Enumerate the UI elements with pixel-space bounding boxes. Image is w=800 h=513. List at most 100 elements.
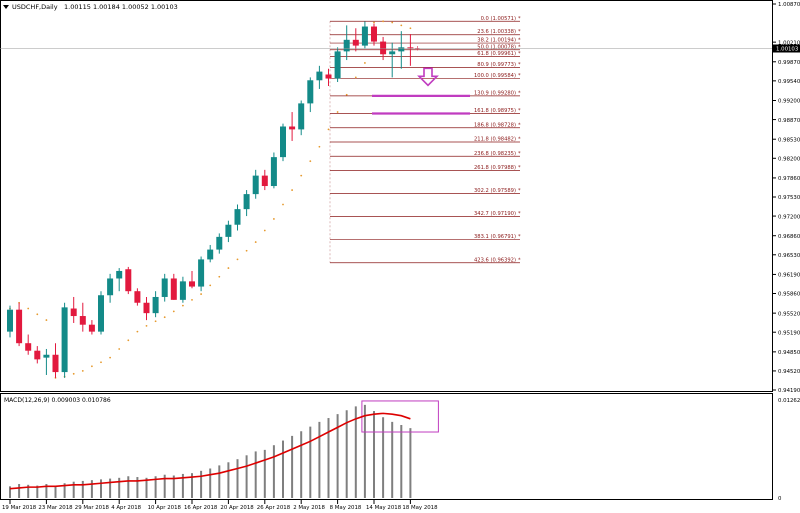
price-axis[interactable]: 1.00870 1.00210 0.99870 0.99540 0.99200 0.988… [0,2,800,394]
psar-dot [27,307,30,310]
price-tick-label: 0.98870 [778,118,800,124]
fibo-level-label: 50.0 (1.00078) [477,44,516,50]
psar-dot [81,370,84,372]
price-tick-label: 0.96190 [778,273,800,279]
fibo-level-marker: * [518,38,521,44]
psar-dot [345,93,348,96]
candle-body [43,354,50,358]
candle-body [352,39,359,46]
psar-dot [327,128,330,131]
fibo-level-marker: * [518,257,521,263]
psar-dot [109,356,111,359]
price-tick-label: 0.99200 [778,99,800,105]
date-tick-label: 16 Apr 2018 [184,505,218,511]
psar-dot [127,339,130,342]
down-arrow-icon[interactable] [417,67,439,87]
psar-dot [318,145,321,148]
candle-body [61,307,68,373]
psar-dot [45,319,48,321]
psar-dot [263,229,266,232]
candle-body [143,302,150,314]
candle-body [289,126,296,130]
candle-body [25,343,32,351]
psar-dot [91,365,93,368]
candle-body [198,259,205,287]
fibo-level-label: 211.8 (0.98482) [474,136,516,142]
date-tick-label: 8 May 2018 [330,505,362,511]
candle-body [52,354,59,373]
price-tick-label: 0.96530 [778,253,800,259]
psar-dot [163,316,166,319]
fibo-level-marker: * [518,188,521,194]
candle-body [79,316,86,325]
fibo-level-label: 80.9 (0.99773) [477,62,516,68]
price-tick-label: 1.00870 [778,2,800,8]
candle-body [107,278,114,296]
fibo-level-marker: * [518,151,521,157]
candle-body [361,26,368,46]
candle-body [179,281,186,300]
candle-body [307,80,314,104]
psar-dot [145,324,148,327]
candle-body [252,175,259,195]
price-tick-label: 1.00210 [778,40,800,46]
fibo-level-label: 0.0 (1.00571) [481,16,516,22]
date-tick-label: 29 Mar 2018 [75,505,110,511]
date-axis[interactable]: 19 Mar 2018 23 Mar 2018 29 Mar 2018 4 Apr 2… [2,500,438,511]
current-price-label: 1.00103 [776,47,798,53]
candle-body [398,47,405,52]
psar-dot [273,218,275,220]
ohlc-readout: 1.00115 1.00184 1.00052 1.00103 [64,3,178,11]
price-tick-label: 0.95860 [778,292,800,298]
price-tick-label: 0.97200 [778,214,800,220]
macd-axis: 0.012623 0 [778,398,800,502]
fibo-level-label: 186.8 (0.98728) [474,122,516,128]
psar-dot [72,372,75,375]
candle-body [116,270,123,279]
fibo-level-label: 423.6 (0.96392) [474,257,516,263]
date-tick-label: 19 Mar 2018 [2,505,37,511]
window-dropdown-icon[interactable] [3,5,9,9]
psar-dot [36,313,39,316]
date-tick-label: 2 May 2018 [293,505,325,511]
fibo-level-label: 100.0 (0.99584) [474,73,516,79]
price-tick-label: 0.97530 [778,195,800,201]
candle-body [134,291,141,303]
candle-body [298,103,305,130]
price-tick-label: 0.95190 [778,330,800,336]
fibo-level-label: 383.1 (0.96791) [474,234,516,240]
macd-panel[interactable] [0,393,773,500]
fibonacci-levels[interactable]: 0.0 (1.00571) *23.6 (1.00338) *38.2 (1.001… [329,16,521,263]
psar-dot [354,76,357,79]
candle-body [270,157,277,187]
fibo-level-marker: * [518,44,521,50]
fibo-level-label: 130.9 (0.99280) [474,90,516,96]
price-tick-label: 0.95520 [778,311,800,317]
psar-dot [227,267,230,269]
fibo-level-label: 23.6 (1.00338) [477,29,516,35]
psar-dot [100,361,102,364]
psar-dot [200,293,203,295]
date-tick-label: 14 May 2018 [366,505,402,511]
candle-body [16,309,23,344]
candle-body [325,74,332,79]
price-tick-label: 0.94850 [778,350,800,356]
candle-body [207,249,214,260]
psar-dot [309,160,312,163]
candle-body [243,194,250,210]
price-tick-label: 0.98200 [778,156,800,162]
fibo-level-marker: * [518,165,521,171]
psar-dot [236,258,239,261]
candle-body [407,47,414,49]
fibo-level-marker: * [518,136,521,142]
main-chart-panel[interactable] [0,0,773,392]
candle-body [371,26,377,42]
fibo-level-marker: * [518,108,521,114]
fibo-level-marker: * [518,51,521,57]
psar-dot [382,20,384,23]
candle-body [234,209,241,225]
candle-body [380,41,387,55]
psar-dot [391,21,394,24]
psar-dot [209,284,212,287]
